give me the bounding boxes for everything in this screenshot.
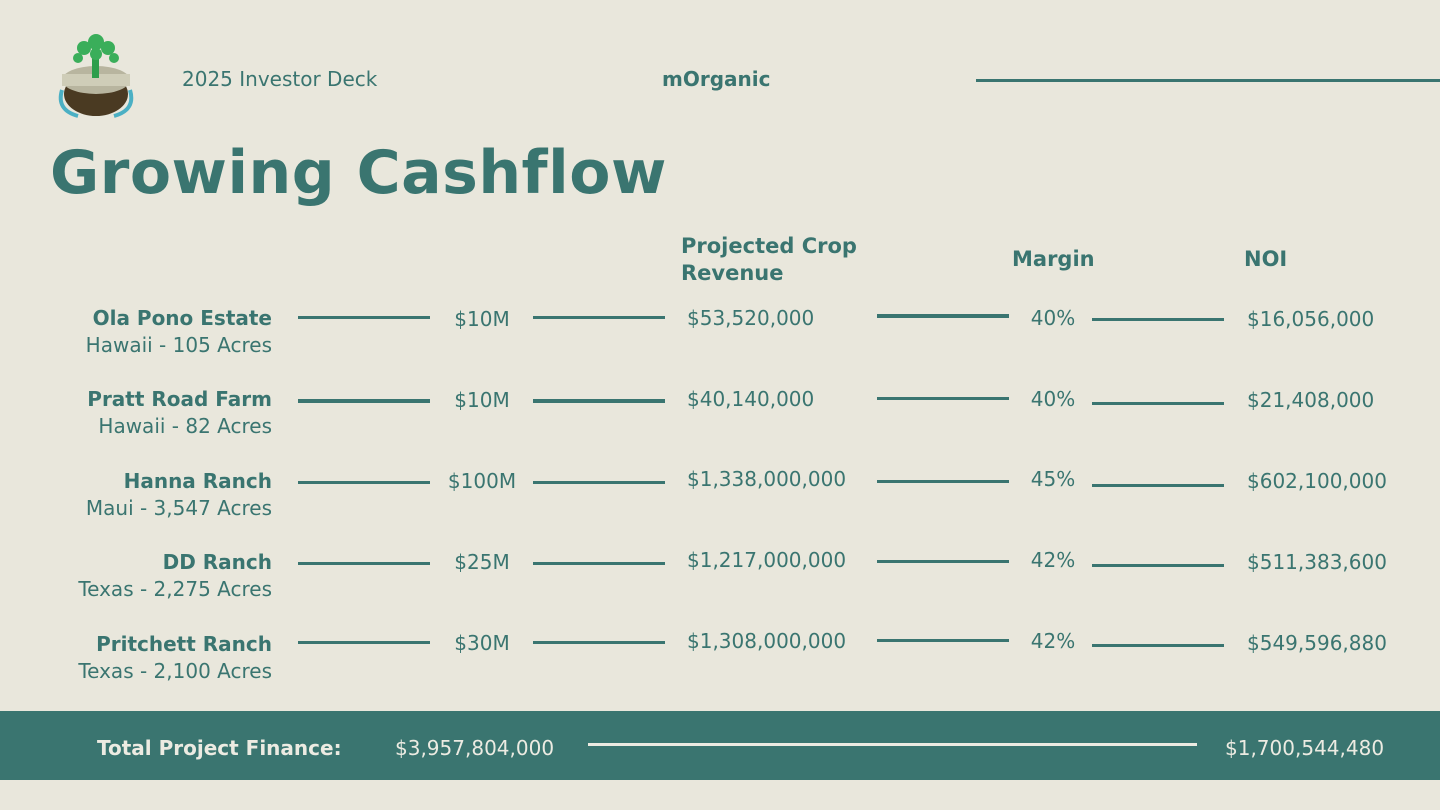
investment-value: $30M [454, 631, 510, 655]
connector-line [1092, 484, 1224, 487]
connector-line [877, 639, 1009, 642]
margin-value: 40% [1030, 306, 1076, 330]
connector-line [1092, 564, 1224, 567]
connector-line [298, 316, 430, 319]
connector-line [298, 641, 430, 644]
revenue-value: $1,308,000,000 [687, 629, 847, 653]
connector-line [533, 316, 665, 319]
connector-line [1092, 402, 1224, 405]
deck-label: 2025 Investor Deck [182, 67, 378, 91]
tree-coconut-logo-icon [52, 30, 140, 118]
noi-value: $602,100,000 [1247, 469, 1387, 493]
property-name: Ola Pono Estate [92, 306, 272, 330]
column-header-margin: Margin [1012, 247, 1095, 271]
header-divider [976, 79, 1440, 82]
noi-value: $21,408,000 [1247, 388, 1375, 412]
connector-line [1092, 318, 1224, 321]
property-location: Hawaii - 82 Acres [98, 414, 272, 438]
page-title: Growing Cashflow [50, 138, 667, 208]
revenue-value: $40,140,000 [687, 387, 815, 411]
noi-value: $549,596,880 [1247, 631, 1387, 655]
column-header-noi: NOI [1244, 247, 1288, 271]
connector-line [877, 314, 1009, 318]
property-name: DD Ranch [162, 550, 272, 574]
investment-value: $10M [454, 307, 510, 331]
connector-line [533, 641, 665, 644]
total-label: Total Project Finance: [97, 736, 342, 760]
margin-value: 40% [1030, 387, 1076, 411]
revenue-value: $53,520,000 [687, 306, 815, 330]
property-location: Texas - 2,100 Acres [78, 659, 272, 683]
connector-line [298, 481, 430, 484]
margin-value: 42% [1030, 629, 1076, 653]
total-revenue-value: $3,957,804,000 [395, 736, 555, 760]
property-name: Hanna Ranch [123, 469, 272, 493]
property-location: Texas - 2,275 Acres [78, 577, 272, 601]
table-row: Hanna Ranch Maui - 3,547 Acres $100M $1,… [0, 467, 1440, 539]
property-name: Pratt Road Farm [87, 387, 272, 411]
connector-line [1092, 644, 1224, 647]
noi-value: $511,383,600 [1247, 550, 1387, 574]
property-location: Hawaii - 105 Acres [85, 333, 272, 357]
connector-line [298, 399, 430, 403]
connector-line [877, 480, 1009, 483]
investment-value: $25M [454, 550, 510, 574]
connector-line [533, 562, 665, 565]
table-row: DD Ranch Texas - 2,275 Acres $25M $1,217… [0, 548, 1440, 620]
investment-value: $10M [454, 388, 510, 412]
margin-value: 42% [1030, 548, 1076, 572]
total-band: Total Project Finance: $3,957,804,000 $1… [0, 711, 1440, 780]
connector-line [298, 562, 430, 565]
total-divider [588, 743, 1197, 746]
noi-value: $16,056,000 [1247, 307, 1375, 331]
property-location: Maui - 3,547 Acres [85, 496, 272, 520]
column-header-revenue: Projected Crop Revenue [681, 234, 857, 285]
brand-name: mOrganic [662, 67, 771, 91]
revenue-value: $1,338,000,000 [687, 467, 847, 491]
connector-line [533, 481, 665, 484]
connector-line [533, 399, 665, 403]
revenue-value: $1,217,000,000 [687, 548, 847, 572]
table-row: Pritchett Ranch Texas - 2,100 Acres $30M… [0, 629, 1440, 702]
total-noi-value: $1,700,544,480 [1225, 736, 1385, 760]
table-row: Pratt Road Farm Hawaii - 82 Acres $10M $… [0, 387, 1440, 457]
property-name: Pritchett Ranch [96, 632, 272, 656]
table-row: Ola Pono Estate Hawaii - 105 Acres $10M … [0, 306, 1440, 376]
margin-value: 45% [1030, 467, 1076, 491]
connector-line [877, 560, 1009, 563]
connector-line [877, 397, 1009, 400]
investment-value: $100M [447, 469, 517, 493]
